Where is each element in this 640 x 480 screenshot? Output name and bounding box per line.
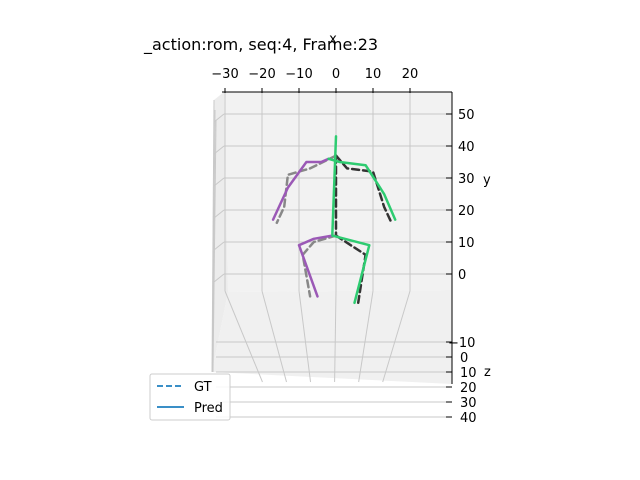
y-tick-label: 50	[458, 108, 475, 123]
y-ticks: 0 10 20 30 40 50	[446, 108, 475, 283]
grid-line-side	[212, 119, 217, 373]
grid-line-side-y	[213, 241, 225, 251]
z-axis-label: z	[484, 365, 491, 380]
grid-line-floor-x	[298, 290, 312, 383]
z-tick-label: 0	[460, 351, 468, 366]
y-tick-label: 20	[458, 204, 475, 219]
gt-bone-line	[275, 154, 338, 225]
grid-line-floor-x	[261, 290, 287, 383]
x-tick-label: −10	[285, 67, 312, 82]
z-tick-label: −10	[448, 336, 475, 351]
y-tick-label: 30	[458, 172, 475, 187]
z-tick-label: 30	[460, 396, 477, 411]
grid-line-floor-x	[334, 290, 337, 383]
legend: GT Pred	[149, 373, 231, 421]
grid-line-side-y	[213, 209, 225, 219]
z-tick-label: 40	[460, 411, 477, 426]
x-axis-label: x	[329, 32, 337, 47]
y-tick-label: 0	[458, 268, 466, 283]
legend-label-pred: Pred	[194, 401, 223, 416]
x-tick-label: −30	[211, 67, 238, 82]
floor-pane	[212, 290, 452, 384]
back-pane	[224, 92, 452, 292]
pred-bone-line	[331, 135, 338, 237]
y-axis-label: y	[483, 173, 491, 188]
z-tick-label: 20	[460, 381, 477, 396]
legend-label-gt: GT	[194, 380, 212, 395]
grid-line-side	[212, 109, 216, 373]
pred-bone-line	[331, 234, 371, 305]
grid-line-side	[211, 99, 215, 373]
x-tick-label: 20	[402, 67, 419, 82]
x-tick-label: 0	[332, 67, 340, 82]
y-tick-label: 10	[458, 236, 475, 251]
gt-bone-line	[334, 154, 393, 225]
gt-bone-line	[301, 234, 338, 298]
grid-line-floor-x	[382, 290, 411, 383]
y-tick-label: 40	[458, 140, 475, 155]
pred-bone-line	[271, 157, 330, 221]
x-tick-label: −20	[248, 67, 275, 82]
grid-lines	[211, 92, 452, 418]
x-tick-label: 10	[365, 67, 382, 82]
chart-title: _action:rom, seq:4, Frame:23	[143, 35, 378, 55]
grid-line-side-y	[213, 273, 225, 283]
grid-line-floor-x	[358, 290, 374, 383]
skeleton-lines	[271, 135, 397, 305]
grid-line-floor-x	[224, 290, 263, 383]
z-tick-label: 10	[460, 366, 477, 381]
x-ticks: −30 −20 −10 0 10 20	[211, 67, 418, 93]
pred-bone-line	[297, 234, 334, 298]
